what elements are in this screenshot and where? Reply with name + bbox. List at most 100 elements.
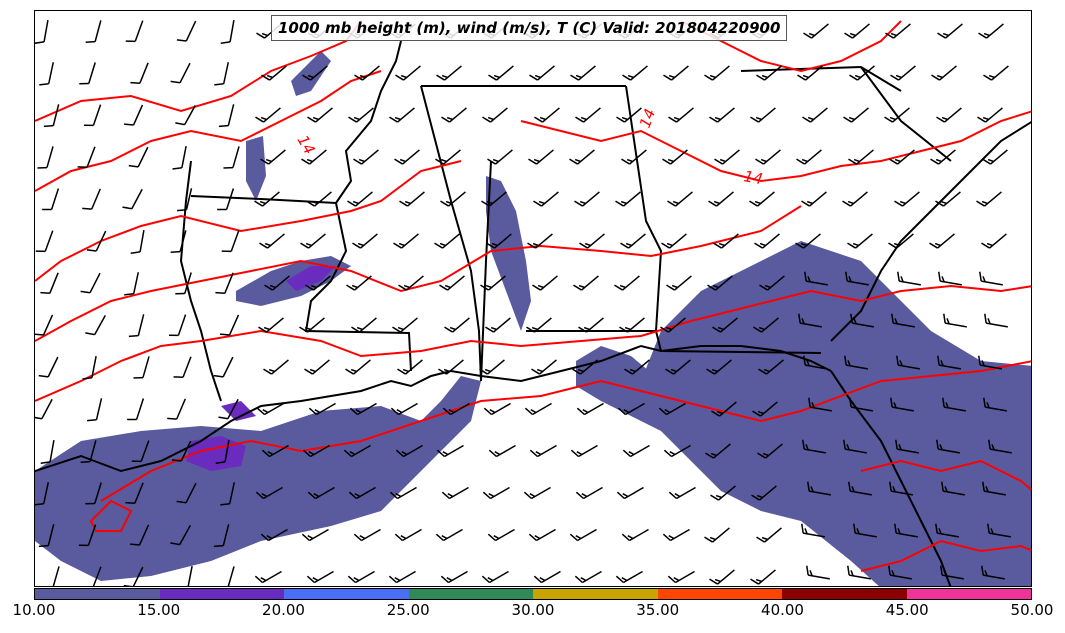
wind-barb bbox=[83, 104, 102, 127]
map-panel: 14 14 14 bbox=[34, 10, 1032, 587]
wind-barb bbox=[347, 191, 373, 207]
wind-barb bbox=[658, 402, 686, 416]
wind-barb bbox=[614, 275, 640, 291]
wind-barb bbox=[984, 313, 1008, 328]
wind-barb bbox=[260, 149, 286, 165]
wind-barb bbox=[306, 570, 334, 584]
wind-barb bbox=[847, 565, 871, 580]
colorbar-tick-label: 10.00 bbox=[12, 601, 56, 619]
contour-9 bbox=[860, 459, 1031, 491]
shade-region-panhandle bbox=[576, 346, 711, 441]
wind-barb bbox=[80, 272, 101, 294]
colorbar-tick-label: 35.00 bbox=[636, 601, 680, 619]
wind-barb bbox=[187, 566, 193, 586]
wind-barb bbox=[754, 233, 780, 249]
wind-barb bbox=[529, 444, 557, 458]
wind-barb bbox=[528, 528, 556, 542]
wind-barb bbox=[82, 188, 101, 210]
wind-barb bbox=[755, 149, 781, 165]
wind-barb bbox=[756, 527, 782, 543]
wind-barb bbox=[397, 359, 423, 375]
arkansas-south-border bbox=[190, 195, 337, 204]
wind-barb bbox=[889, 481, 913, 496]
wind-barb bbox=[988, 439, 1012, 454]
wind-barb bbox=[394, 528, 422, 542]
wind-barb bbox=[617, 402, 645, 416]
wind-barb bbox=[751, 485, 777, 501]
wind-barb bbox=[534, 107, 560, 123]
wind-barb bbox=[87, 398, 103, 422]
alabama-florida-border bbox=[526, 330, 822, 354]
wind-barb bbox=[35, 20, 49, 44]
wind-barb bbox=[304, 359, 330, 375]
wind-barb bbox=[929, 233, 955, 249]
wind-barb bbox=[176, 482, 197, 504]
wind-barb bbox=[442, 402, 470, 416]
wind-barb bbox=[305, 275, 331, 291]
wind-barb bbox=[894, 191, 920, 207]
wind-barb bbox=[615, 191, 641, 207]
wind-barb bbox=[759, 275, 785, 291]
wind-barb bbox=[86, 230, 107, 252]
wind-barb bbox=[435, 528, 463, 542]
wind-barb bbox=[398, 275, 424, 291]
wind-barb bbox=[711, 401, 737, 417]
wind-barb bbox=[124, 272, 140, 296]
wind-barb bbox=[575, 486, 603, 500]
wind-barb bbox=[801, 523, 825, 538]
wind-barb bbox=[574, 570, 602, 584]
wind-barb bbox=[488, 65, 514, 81]
wind-barb bbox=[348, 107, 374, 123]
contour-label-2: 14 bbox=[636, 106, 659, 130]
wind-barb bbox=[481, 570, 509, 584]
wind-barb bbox=[441, 107, 467, 123]
wind-barb bbox=[891, 313, 915, 328]
wind-barb bbox=[214, 62, 230, 86]
wind-barb bbox=[849, 397, 873, 412]
colorbar-segment bbox=[657, 589, 782, 599]
contour-7 bbox=[520, 110, 1031, 183]
wind-barb bbox=[935, 191, 961, 207]
wind-barb bbox=[440, 191, 466, 207]
contour-10 bbox=[860, 539, 1031, 572]
wind-barb bbox=[847, 233, 873, 249]
wind-barb bbox=[170, 230, 187, 253]
wind-barb bbox=[850, 313, 874, 328]
wind-barb bbox=[661, 233, 687, 249]
wind-barb bbox=[981, 233, 1007, 249]
wind-barb bbox=[77, 146, 96, 169]
wind-barb bbox=[130, 230, 145, 254]
wind-barb bbox=[624, 359, 650, 375]
wind-barb bbox=[130, 62, 149, 84]
wind-barb bbox=[940, 565, 964, 580]
map-title: 1000 mb height (m), wind (m/s), T (C) Va… bbox=[271, 15, 788, 41]
wind-barb bbox=[175, 105, 196, 126]
wind-barb bbox=[353, 149, 379, 165]
wind-barb bbox=[255, 107, 281, 123]
colorbar-tick-label: 45.00 bbox=[885, 601, 929, 619]
wind-barb bbox=[660, 317, 686, 333]
wind-barb bbox=[894, 523, 918, 538]
wind-barb bbox=[128, 314, 145, 338]
shade-region-arkansas bbox=[246, 136, 266, 201]
wind-barb bbox=[479, 359, 505, 375]
wind-barb bbox=[213, 524, 230, 548]
contour-label-group: 14 14 14 bbox=[294, 106, 765, 188]
wind-barb bbox=[223, 146, 240, 169]
wind-barb bbox=[930, 149, 956, 165]
wind-barb bbox=[615, 570, 643, 584]
wind-barb bbox=[713, 233, 739, 249]
colorbar-segment bbox=[284, 589, 409, 599]
wind-barb bbox=[482, 107, 508, 123]
wind-barb bbox=[987, 523, 1011, 538]
colorbar-tick-label: 30.00 bbox=[511, 601, 555, 619]
wind-barb bbox=[528, 149, 554, 165]
contour-8 bbox=[680, 20, 902, 73]
wind-barb bbox=[392, 317, 418, 333]
wind-barb bbox=[349, 402, 377, 416]
wind-barb bbox=[486, 233, 512, 249]
wind-barb bbox=[662, 149, 688, 165]
wind-barb bbox=[804, 271, 828, 286]
wind-barb bbox=[85, 482, 102, 505]
wind-barb bbox=[254, 570, 282, 584]
